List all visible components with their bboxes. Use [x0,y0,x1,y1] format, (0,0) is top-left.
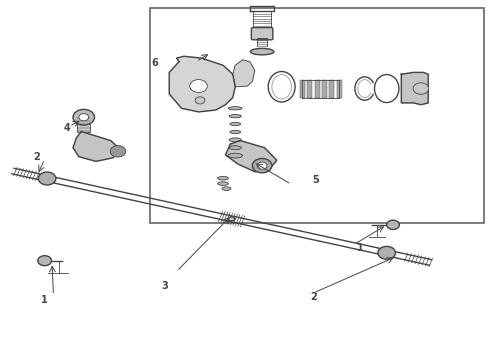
Bar [77,117,90,132]
Circle shape [387,220,399,229]
Circle shape [252,158,272,173]
FancyBboxPatch shape [251,28,273,40]
Bar [337,80,342,98]
Text: 1: 1 [356,243,363,253]
Ellipse shape [229,138,242,142]
Ellipse shape [222,187,231,190]
Bar [307,80,312,98]
Polygon shape [169,56,235,112]
Circle shape [413,83,429,94]
Text: 1: 1 [41,295,48,305]
Ellipse shape [228,153,243,158]
Bar [322,80,327,98]
Text: 3: 3 [161,281,168,291]
Ellipse shape [229,146,242,150]
Ellipse shape [228,107,242,110]
Polygon shape [233,60,255,87]
Circle shape [190,80,207,93]
Polygon shape [73,132,121,161]
Circle shape [79,114,89,121]
Ellipse shape [218,182,228,185]
Circle shape [38,256,51,266]
Ellipse shape [230,122,241,126]
Text: 4: 4 [63,123,70,133]
Ellipse shape [218,176,228,180]
Ellipse shape [250,48,274,55]
Polygon shape [401,72,428,105]
Bar [315,80,319,98]
Ellipse shape [228,217,235,221]
Circle shape [73,109,95,125]
Circle shape [110,145,126,157]
Text: 6: 6 [151,58,158,68]
Circle shape [257,162,267,169]
Circle shape [38,172,56,185]
Ellipse shape [229,114,242,118]
Polygon shape [225,140,277,172]
Bar [300,80,305,98]
Text: 2: 2 [33,152,40,162]
Circle shape [195,97,205,104]
Ellipse shape [230,130,241,134]
Text: 5: 5 [313,175,319,185]
Bar [329,80,334,98]
Text: 2: 2 [310,292,317,302]
Circle shape [378,246,395,259]
Bar [150,8,485,223]
